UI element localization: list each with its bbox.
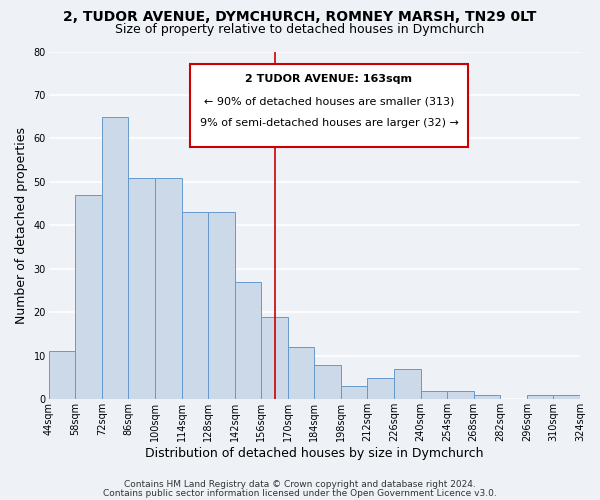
Bar [128,178,155,400]
Bar [474,395,500,400]
Bar [447,390,474,400]
Bar [553,395,580,400]
Bar [341,386,367,400]
Bar [314,364,341,400]
Bar [49,352,75,400]
Bar [208,212,235,400]
Text: Contains public sector information licensed under the Open Government Licence v3: Contains public sector information licen… [103,488,497,498]
Bar [288,347,314,400]
Y-axis label: Number of detached properties: Number of detached properties [15,127,28,324]
Bar [182,212,208,400]
Bar [102,116,128,400]
Bar [155,178,182,400]
Text: 9% of semi-detached houses are larger (32) →: 9% of semi-detached houses are larger (3… [200,118,458,128]
Bar [75,195,102,400]
Bar [421,390,447,400]
Bar [394,369,421,400]
Text: Contains HM Land Registry data © Crown copyright and database right 2024.: Contains HM Land Registry data © Crown c… [124,480,476,489]
Text: 2 TUDOR AVENUE: 163sqm: 2 TUDOR AVENUE: 163sqm [245,74,412,84]
X-axis label: Distribution of detached houses by size in Dymchurch: Distribution of detached houses by size … [145,447,484,460]
Text: 2, TUDOR AVENUE, DYMCHURCH, ROMNEY MARSH, TN29 0LT: 2, TUDOR AVENUE, DYMCHURCH, ROMNEY MARSH… [64,10,536,24]
Bar [235,282,261,400]
Bar [261,316,288,400]
Text: Size of property relative to detached houses in Dymchurch: Size of property relative to detached ho… [115,22,485,36]
FancyBboxPatch shape [190,64,469,147]
Text: ← 90% of detached houses are smaller (313): ← 90% of detached houses are smaller (31… [204,96,454,106]
Bar [367,378,394,400]
Bar [527,395,553,400]
